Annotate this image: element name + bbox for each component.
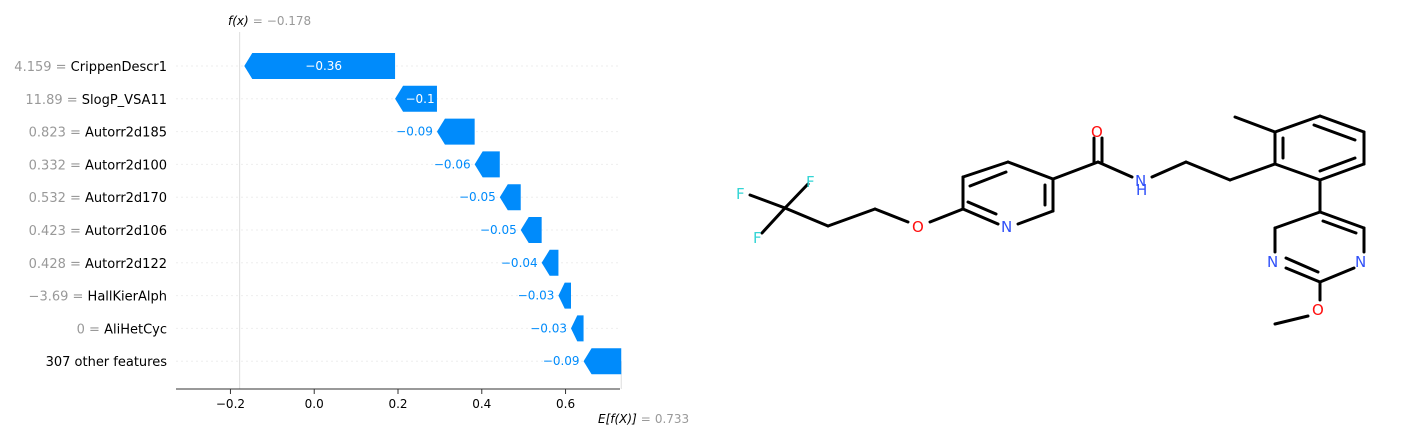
fx-value-eq: = (253, 14, 263, 28)
shap-bar-label: −0.03 (530, 321, 567, 335)
shap-bar (436, 118, 475, 145)
pyrimidine-nitrogen-right-atom: N (1355, 253, 1366, 271)
shap-bar (541, 249, 559, 276)
shap-bar (499, 184, 521, 211)
shap-bar (474, 151, 500, 178)
shap-bar (558, 282, 571, 309)
feature-value: 0.532 = (29, 191, 85, 206)
x-tick-label: 0.2 (388, 397, 407, 411)
feature-name: 307 other features (46, 355, 168, 370)
carbonyl-oxygen-atom: O (1091, 123, 1103, 141)
feature-name: HallKierAlph (88, 290, 167, 305)
feature-label: 0 = AliHetCyc (77, 322, 167, 337)
row-gridlines (176, 65, 620, 362)
pyrimidine-nitrogen-left-atom: N (1267, 253, 1278, 271)
shap-bar-label: −0.06 (434, 157, 471, 171)
feature-label: 4.159 = CrippenDescr1 (14, 60, 167, 75)
feature-value: 0.423 = (29, 224, 85, 239)
feature-value: 0.823 = (29, 126, 85, 141)
shap-bar-label: −0.05 (459, 190, 496, 204)
feature-label: 0.423 = Autorr2d106 (29, 224, 167, 239)
x-tick-label: −0.2 (216, 397, 245, 411)
feature-label: 11.89 = SlogP_VSA11 (25, 93, 167, 108)
fluorine-atom-3: F (753, 229, 762, 247)
feature-name: Autorr2d100 (85, 158, 167, 173)
fluorine-atom-1: F (736, 185, 745, 203)
feature-label: 307 other features (46, 355, 168, 370)
feature-name: CrippenDescr1 (71, 60, 167, 75)
x-tick-label: 0.0 (305, 397, 324, 411)
fx-label: f(x) (228, 14, 249, 28)
expected-value-label: E[f(X)] (598, 412, 637, 426)
fluorine-atom-2: F (806, 173, 815, 191)
feature-label: 0.332 = Autorr2d100 (29, 158, 167, 173)
feature-label: −3.69 = HallKierAlph (29, 290, 167, 305)
shap-bar-label: −0.36 (305, 59, 342, 73)
molecule-structure: F F F O N O N H N N O (736, 114, 1366, 326)
ether-oxygen-atom: O (912, 218, 924, 236)
shap-waterfall-chart: f(x) = −0.178 4.159 = CrippenDescr1 −0.36 11… (14, 14, 689, 426)
feature-name: Autorr2d106 (85, 224, 167, 239)
fx-annotation: f(x) = −0.178 (228, 14, 311, 28)
feature-label: 0.823 = Autorr2d185 (29, 126, 167, 141)
shap-bar-label: −0.05 (480, 223, 517, 237)
pyridine-nitrogen-atom: N (1001, 218, 1012, 236)
feature-value: 11.89 = (25, 93, 81, 108)
feature-name: Autorr2d185 (85, 126, 167, 141)
shap-bar-label: −0.09 (396, 125, 433, 139)
feature-label: 0.428 = Autorr2d122 (29, 257, 167, 272)
shap-bar-label: −0.1 (405, 92, 434, 106)
feature-value: 0.428 = (29, 257, 85, 272)
shap-bar-label: −0.03 (518, 289, 555, 303)
methoxy-oxygen-atom: O (1312, 301, 1324, 319)
feature-name: Autorr2d122 (85, 257, 167, 272)
feature-value: 4.159 = (14, 60, 70, 75)
feature-value: −3.69 = (29, 290, 88, 305)
shap-bar-label: −0.09 (543, 354, 580, 368)
x-axis: −0.2 0.0 0.2 0.4 0.6 (176, 388, 620, 411)
amide-hydrogen-atom: H (1136, 181, 1147, 199)
expected-value-annotation: E[f(X)] = 0.733 (598, 412, 689, 426)
expected-value: 0.733 (655, 412, 689, 426)
feature-value: 0.332 = (29, 158, 85, 173)
shap-bar (570, 315, 584, 342)
amide-nitrogen-atom: N (1135, 172, 1146, 190)
x-tick-label: 0.6 (556, 397, 575, 411)
feature-label: 0.532 = Autorr2d170 (29, 191, 167, 206)
fx-value: −0.178 (267, 14, 311, 28)
molecule-atom-labels: F F F O N O N H N N O (736, 123, 1366, 319)
x-tick-label: 0.4 (472, 397, 491, 411)
feature-name: SlogP_VSA11 (82, 93, 167, 108)
shap-bar (244, 53, 396, 79)
shap-bar (395, 85, 437, 112)
feature-value: 0 = (77, 322, 104, 337)
feature-rows: 4.159 = CrippenDescr1 −0.36 11.89 = SlogP_… (14, 53, 622, 375)
expected-value-eq: = (641, 412, 651, 426)
shap-bar (520, 217, 542, 243)
feature-name: Autorr2d170 (85, 191, 167, 206)
shap-bar (583, 348, 622, 375)
shap-bar-label: −0.04 (501, 256, 538, 270)
feature-name: AliHetCyc (104, 322, 167, 337)
molecule-bonds (748, 114, 1366, 326)
